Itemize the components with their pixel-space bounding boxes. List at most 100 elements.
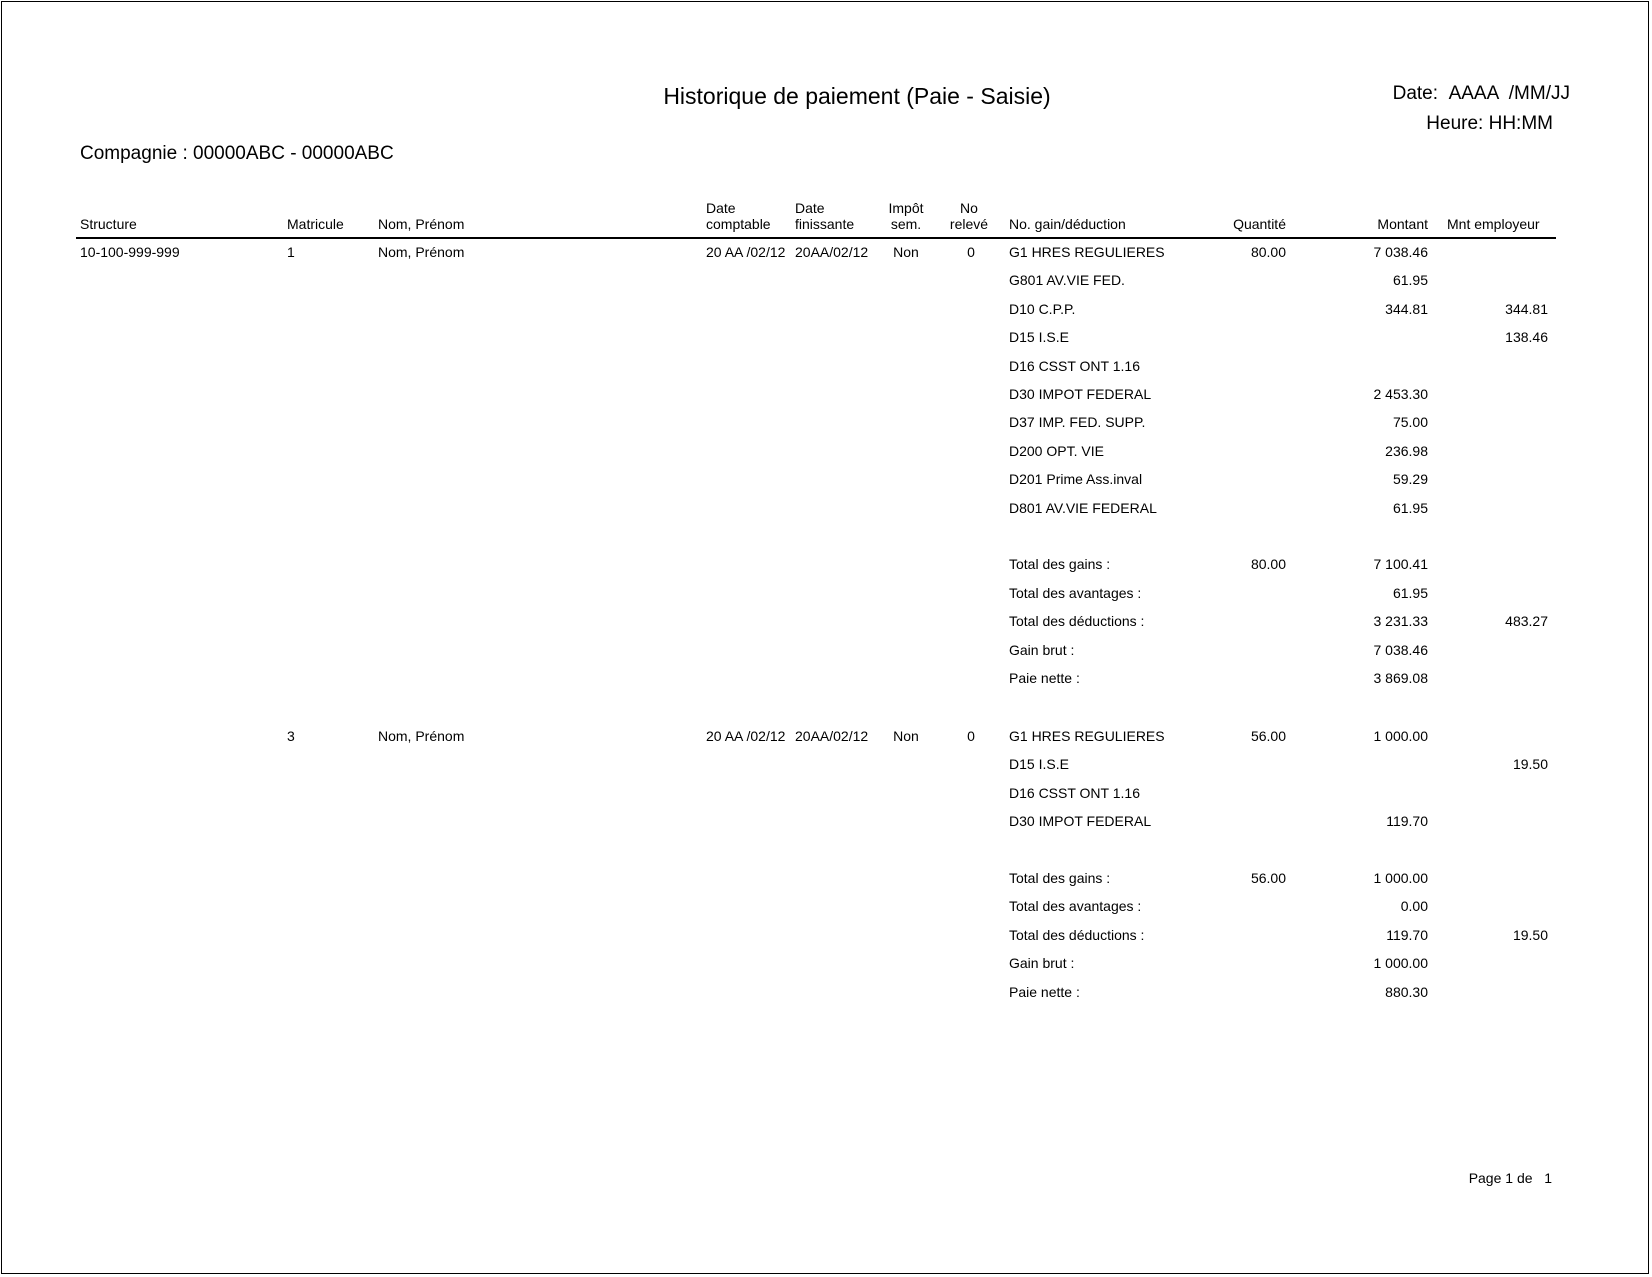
line-code: G1 HRES REGULIERES	[1009, 728, 1165, 744]
col-releve-line1: No	[960, 200, 978, 216]
report-date: Date: AAAA /MM/JJ	[1393, 83, 1570, 105]
col-date-finissante: Date finissante	[795, 200, 854, 232]
total-label: Total des déductions :	[1009, 613, 1145, 630]
total-montant: 1 000.00	[1373, 870, 1429, 886]
line-code: D30 IMPOT FEDERAL	[1009, 386, 1152, 402]
line-employeur: 138.46	[1505, 329, 1548, 346]
col-mnt-employeur: Mnt employeur	[1447, 216, 1540, 232]
total-montant: 119.70	[1386, 926, 1428, 943]
total-employeur: 19.50	[1512, 926, 1548, 943]
col-nom: Nom, Prénom	[378, 216, 465, 232]
total-label: Paie nette :	[1009, 983, 1080, 1000]
total-montant: 61.95	[1392, 584, 1428, 601]
line-montant: 1 000.00	[1373, 728, 1429, 744]
employee-releve: 0	[967, 244, 975, 260]
col-matricule: Matricule	[287, 216, 344, 232]
page-label: Page 1 de	[1468, 1170, 1533, 1186]
time-label: Heure:	[1426, 113, 1484, 134]
total-label: Total des gains :	[1009, 870, 1111, 886]
line-montant: 2 453.30	[1373, 386, 1429, 402]
line-code: D15 I.S.E	[1009, 756, 1069, 773]
employee-date-comptable: 20 AA /02/12	[706, 728, 786, 744]
employee-impot: Non	[893, 244, 919, 260]
col-date-comptable-line1: Date	[706, 200, 736, 216]
employee-date-finissante: 20AA/02/12	[795, 244, 869, 260]
total-quantite: 80.00	[1250, 556, 1286, 573]
line-quantite: 80.00	[1250, 244, 1286, 260]
line-montant: 59.29	[1392, 471, 1428, 488]
total-montant: 7 100.41	[1373, 556, 1429, 573]
col-date-finissante-line2: finissante	[795, 216, 855, 232]
col-date-comptable-line2: comptable	[706, 216, 771, 232]
col-impot: Impôt sem.	[876, 200, 936, 232]
total-montant: 7 038.46	[1373, 641, 1429, 658]
total-montant: 0.00	[1400, 898, 1428, 915]
total-montant: 1 000.00	[1373, 955, 1429, 972]
line-montant: 344.81	[1385, 300, 1428, 317]
page-number: Page 1 de 1	[1469, 1170, 1552, 1186]
line-employeur: 344.81	[1505, 300, 1548, 317]
col-gain: No. gain/déduction	[1009, 216, 1126, 232]
line-code: D15 I.S.E	[1009, 329, 1069, 346]
employee-structure: 10-100-999-999	[80, 244, 180, 260]
line-code: D200 OPT. VIE	[1009, 442, 1104, 459]
col-montant: Montant	[1377, 216, 1428, 232]
total-label: Gain brut :	[1009, 641, 1075, 658]
total-label: Total des gains :	[1009, 556, 1111, 573]
line-code: D801 AV.VIE FEDERAL	[1009, 499, 1157, 516]
total-montant: 3 869.08	[1373, 670, 1429, 686]
line-code: G1 HRES REGULIERES	[1009, 244, 1165, 260]
employee-impot: Non	[893, 728, 919, 744]
employee-date-finissante: 20AA/02/12	[795, 728, 869, 744]
total-employeur: 483.27	[1505, 613, 1548, 630]
line-code: D16 CSST ONT 1.16	[1009, 784, 1140, 801]
employee-name: Nom, Prénom	[378, 728, 465, 744]
line-code: D16 CSST ONT 1.16	[1009, 357, 1140, 374]
report-title: Historique de paiement (Paie - Saisie)	[663, 83, 1051, 109]
col-releve-line2: relevé	[949, 216, 989, 232]
total-quantite: 56.00	[1250, 870, 1286, 886]
line-montant: 236.98	[1385, 442, 1428, 459]
col-date-finissante-line1: Date	[795, 200, 825, 216]
date-value: AAAA /MM/JJ	[1448, 83, 1570, 104]
line-quantite: 56.00	[1250, 728, 1286, 744]
employee-name: Nom, Prénom	[378, 244, 465, 260]
line-montant: 61.95	[1392, 499, 1428, 516]
line-montant: 61.95	[1392, 272, 1428, 289]
company-line: Compagnie : 00000ABC - 00000ABC	[80, 143, 394, 165]
total-montant: 880.30	[1385, 983, 1428, 1000]
col-date-comptable: Date comptable	[706, 200, 771, 232]
employee-date-comptable: 20 AA /02/12	[706, 244, 786, 260]
total-label: Total des avantages :	[1009, 898, 1142, 915]
line-montant: 7 038.46	[1373, 244, 1429, 260]
line-code: D30 IMPOT FEDERAL	[1009, 813, 1152, 830]
col-quantite: Quantité	[1233, 216, 1286, 232]
col-impot-line1: Impôt	[888, 200, 924, 216]
line-code: D37 IMP. FED. SUPP.	[1009, 414, 1146, 431]
line-employeur: 19.50	[1512, 756, 1548, 773]
line-montant: 75.00	[1392, 414, 1428, 431]
report-time: Heure: HH:MM	[1426, 113, 1553, 135]
time-value: HH:MM	[1488, 113, 1553, 134]
header-rule	[76, 237, 1556, 239]
employee-matricule: 1	[287, 244, 295, 260]
page-total: 1	[1544, 1170, 1552, 1186]
company-value: 00000ABC - 00000ABC	[193, 143, 394, 164]
company-label: Compagnie :	[80, 143, 188, 164]
total-label: Total des avantages :	[1009, 584, 1142, 601]
employee-matricule: 3	[287, 728, 295, 744]
total-label: Gain brut :	[1009, 955, 1075, 972]
line-code: D10 C.P.P.	[1009, 300, 1076, 317]
employee-releve: 0	[967, 728, 975, 744]
col-impot-line2: sem.	[890, 216, 922, 232]
date-label: Date:	[1392, 83, 1439, 104]
total-label: Paie nette :	[1009, 670, 1080, 686]
col-structure: Structure	[80, 216, 137, 232]
total-montant: 3 231.33	[1373, 613, 1429, 630]
line-code: D201 Prime Ass.inval	[1009, 471, 1143, 488]
line-montant: 119.70	[1386, 813, 1428, 830]
col-releve: No relevé	[939, 200, 999, 232]
line-code: G801 AV.VIE FED.	[1009, 272, 1125, 289]
total-label: Total des déductions :	[1009, 926, 1145, 943]
